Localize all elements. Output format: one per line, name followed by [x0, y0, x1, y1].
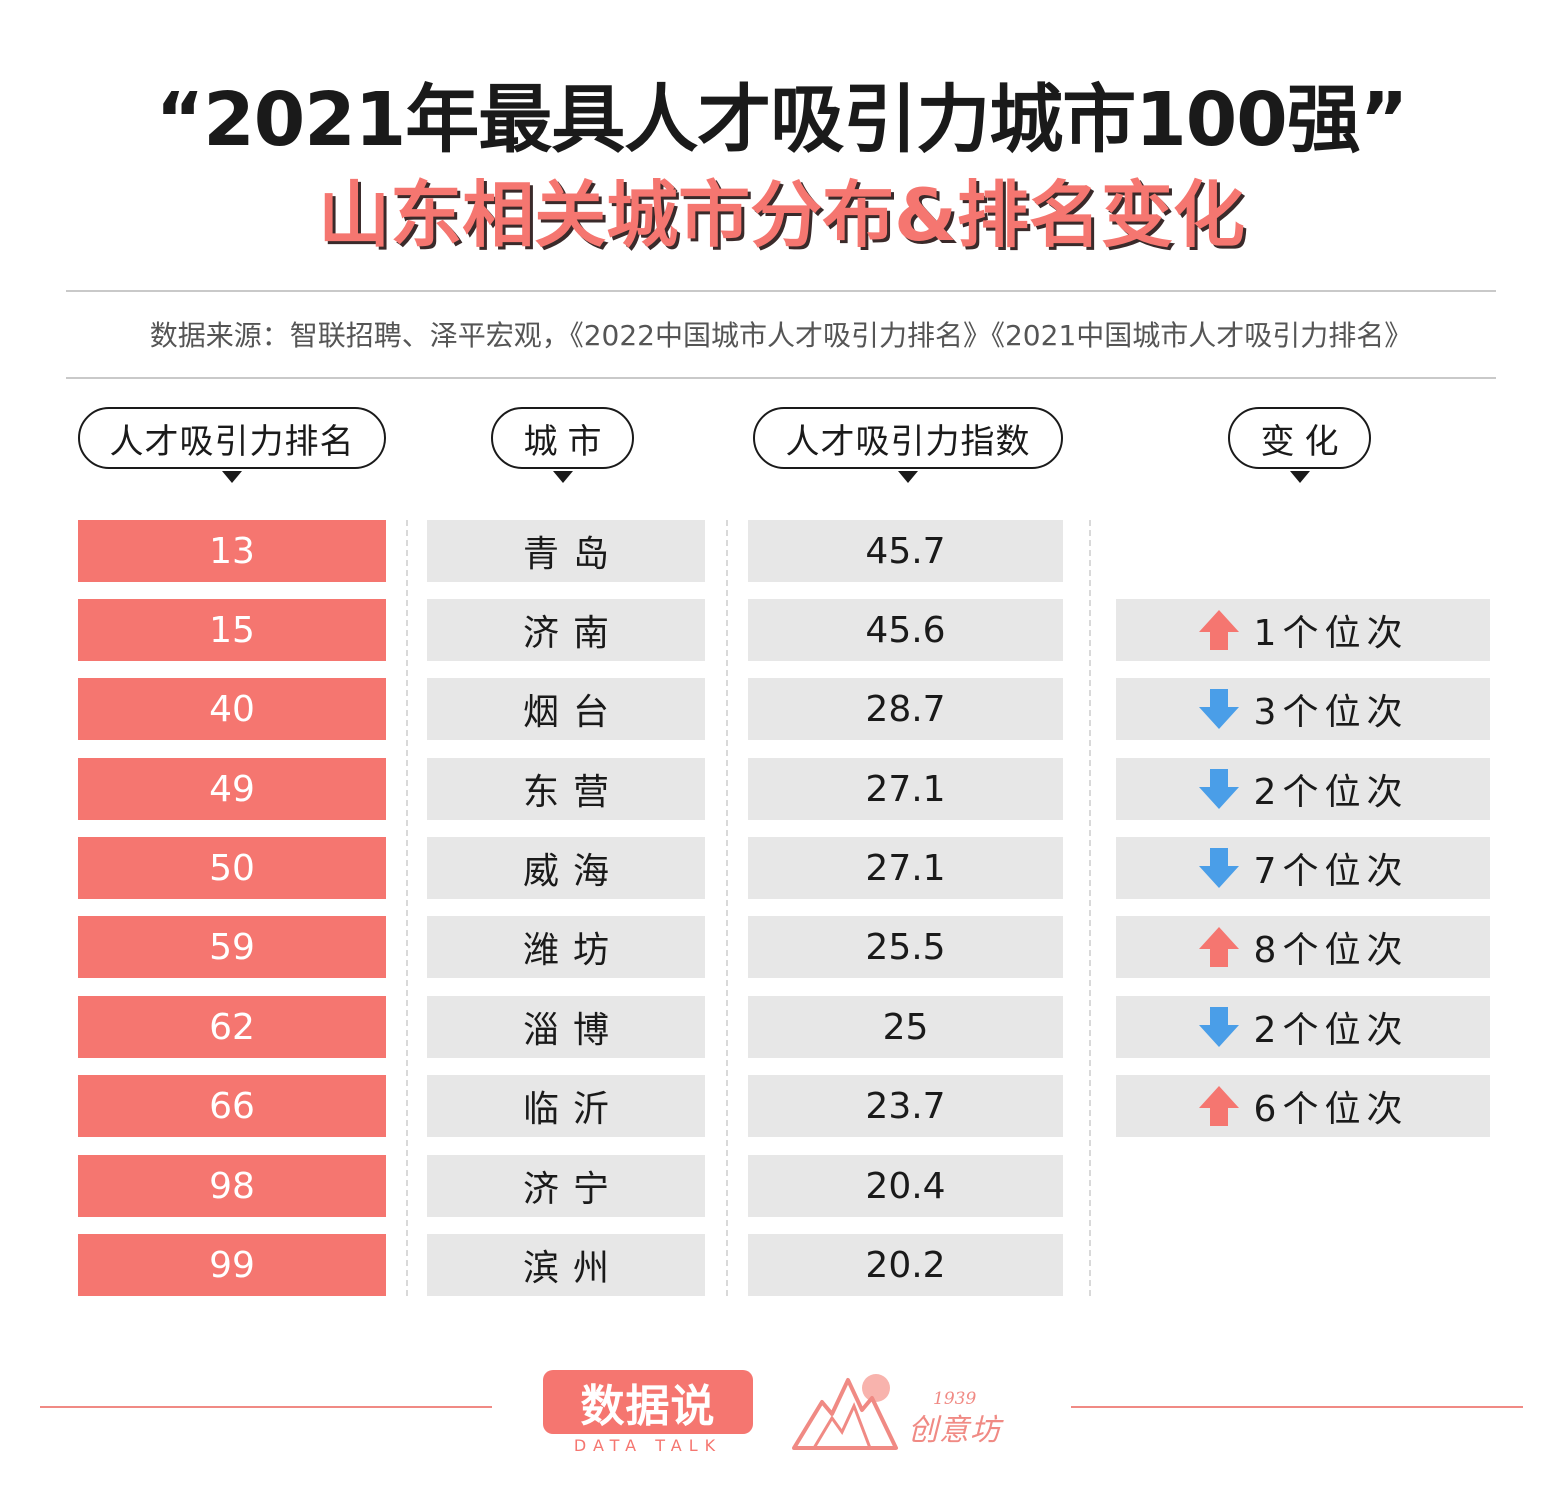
- index-cell: 28.7: [748, 678, 1063, 740]
- logo-name: 创意坊: [908, 1413, 1001, 1448]
- change-cell: 7个位次: [1116, 837, 1490, 899]
- index-cell: 20.2: [748, 1234, 1063, 1296]
- change-cell: 1个位次: [1116, 599, 1490, 661]
- city-cell: 滨州: [427, 1234, 705, 1296]
- column-divider: [1089, 520, 1091, 1296]
- change-label: 7个位次: [1253, 851, 1409, 892]
- change-label: 8个位次: [1253, 930, 1409, 971]
- rank-cell: 62: [78, 996, 386, 1058]
- city-cell: 临沂: [427, 1075, 705, 1137]
- top-divider: [66, 290, 1496, 292]
- arrow-up-icon: [1198, 927, 1239, 967]
- index-cell: 27.1: [748, 758, 1063, 820]
- data-source-note: 数据来源：智联招聘、泽平宏观，《2022中国城市人才吸引力排名》《2021中国城…: [149, 319, 1413, 352]
- page-title: “2021年最具人才吸引力城市100强”: [155, 77, 1409, 163]
- change-label: 3个位次: [1253, 692, 1409, 733]
- rank-cell: 59: [78, 916, 386, 978]
- index-cell: 20.4: [748, 1155, 1063, 1217]
- change-cell: 3个位次: [1116, 678, 1490, 740]
- header-change: 变化: [1228, 407, 1371, 483]
- footer-line-right: [1071, 1406, 1523, 1408]
- rank-cell: 66: [78, 1075, 386, 1137]
- rank-cell: 13: [78, 520, 386, 582]
- rank-cell: 99: [78, 1234, 386, 1296]
- rank-cell: 49: [78, 758, 386, 820]
- city-cell: 济南: [427, 599, 705, 661]
- change-cell: 2个位次: [1116, 996, 1490, 1058]
- city-cell: 东营: [427, 758, 705, 820]
- mountain-logo-icon: [792, 1374, 898, 1450]
- arrow-down-icon: [1198, 1007, 1239, 1047]
- column-divider: [726, 520, 728, 1296]
- city-cell: 潍坊: [427, 916, 705, 978]
- footer-line-left: [40, 1406, 492, 1408]
- rank-cell: 50: [78, 837, 386, 899]
- column-divider: [406, 520, 408, 1296]
- arrow-down-icon: [1198, 689, 1239, 729]
- city-cell: 威海: [427, 837, 705, 899]
- logo-year: 1939: [933, 1389, 977, 1409]
- arrow-up-icon: [1198, 1086, 1239, 1126]
- page-subtitle: 山东相关城市分布&排名变化: [318, 173, 1245, 257]
- rank-cell: 40: [78, 678, 386, 740]
- header-city: 城市: [491, 407, 634, 483]
- rank-cell: 98: [78, 1155, 386, 1217]
- header-index: 人才吸引力指数: [753, 407, 1063, 483]
- city-cell: 淄博: [427, 996, 705, 1058]
- header-rank: 人才吸引力排名: [78, 407, 386, 483]
- index-cell: 25: [748, 996, 1063, 1058]
- index-cell: 25.5: [748, 916, 1063, 978]
- data-talk-logo-subtitle: DATA TALK: [573, 1436, 723, 1455]
- change-cell: 6个位次: [1116, 1075, 1490, 1137]
- change-cell: 2个位次: [1116, 758, 1490, 820]
- change-cell: 8个位次: [1116, 916, 1490, 978]
- source-divider: [66, 377, 1496, 379]
- arrow-down-icon: [1198, 769, 1239, 809]
- index-cell: 45.6: [748, 599, 1063, 661]
- index-cell: 27.1: [748, 837, 1063, 899]
- city-cell: 青岛: [427, 520, 705, 582]
- arrow-up-icon: [1198, 610, 1239, 650]
- change-label: 1个位次: [1253, 613, 1409, 654]
- change-label: 6个位次: [1253, 1089, 1409, 1130]
- city-cell: 济宁: [427, 1155, 705, 1217]
- city-cell: 烟台: [427, 678, 705, 740]
- rank-cell: 15: [78, 599, 386, 661]
- change-label: 2个位次: [1253, 772, 1409, 813]
- index-cell: 23.7: [748, 1075, 1063, 1137]
- arrow-down-icon: [1198, 848, 1239, 888]
- data-talk-logo: 数据说: [543, 1370, 753, 1434]
- change-label: 2个位次: [1253, 1010, 1409, 1051]
- index-cell: 45.7: [748, 520, 1063, 582]
